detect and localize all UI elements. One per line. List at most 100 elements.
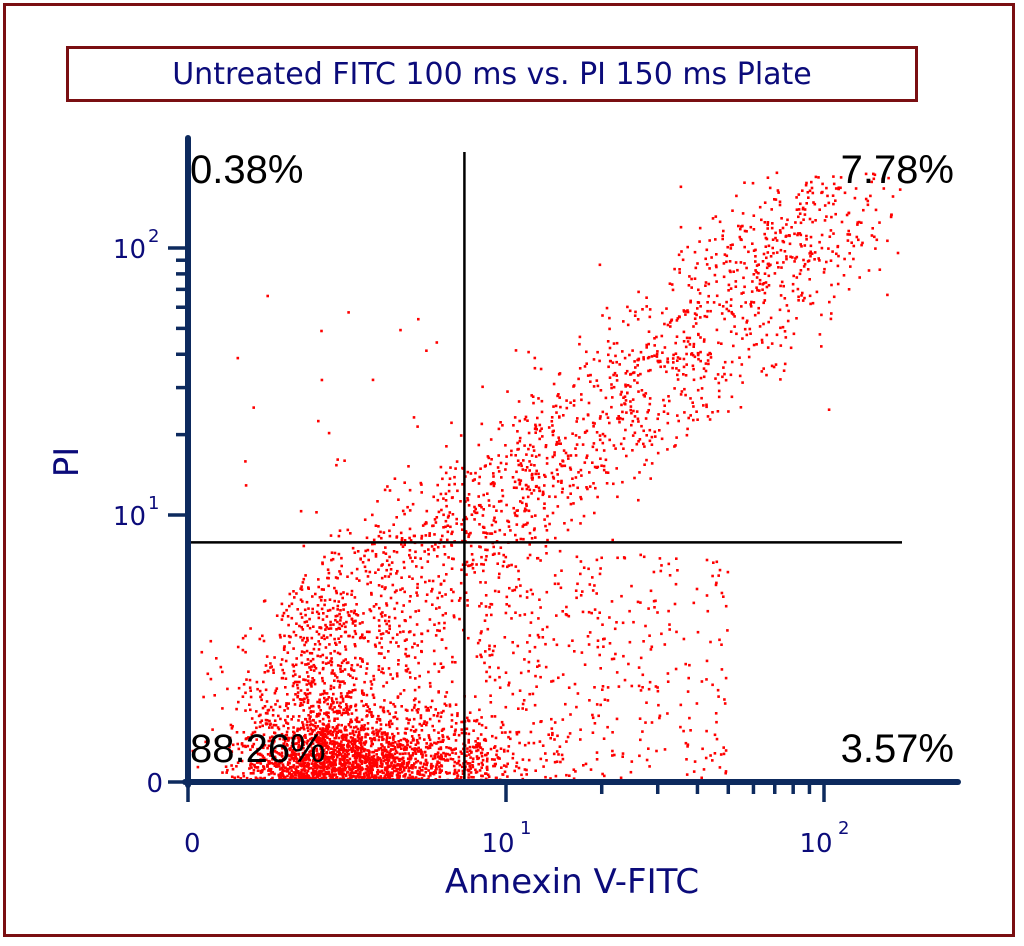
data-point [408, 488, 412, 492]
data-point [558, 396, 561, 399]
data-point [840, 220, 844, 224]
data-point [288, 758, 291, 761]
data-point [335, 591, 338, 595]
data-point [273, 656, 276, 659]
data-point [479, 631, 483, 635]
data-point [480, 766, 483, 769]
data-point [294, 693, 297, 696]
data-point [755, 276, 759, 279]
data-point [709, 754, 712, 757]
data-point [527, 758, 531, 762]
data-point [259, 713, 262, 717]
data-point [678, 271, 681, 274]
data-point [296, 758, 299, 761]
data-point [686, 743, 690, 746]
data-point [511, 752, 515, 756]
data-point [480, 630, 483, 633]
data-point [459, 581, 463, 585]
data-point [296, 694, 300, 698]
data-point [765, 285, 769, 289]
data-point [834, 212, 837, 216]
data-point [366, 722, 370, 725]
data-point [397, 763, 400, 767]
data-point [543, 502, 546, 505]
data-point [341, 596, 344, 600]
data-point [528, 460, 531, 463]
data-point [553, 451, 556, 454]
data-point [650, 462, 654, 465]
data-point [727, 289, 730, 292]
data-point [598, 572, 602, 576]
data-point [581, 590, 584, 593]
data-point [556, 394, 559, 398]
data-point [434, 753, 437, 756]
data-point [599, 415, 602, 418]
data-point [433, 741, 436, 745]
data-point [349, 736, 353, 739]
data-point [309, 715, 312, 718]
data-point [837, 186, 841, 189]
data-point [510, 449, 513, 453]
data-point [761, 288, 764, 291]
data-point [595, 379, 599, 382]
data-point [311, 742, 315, 745]
data-point [321, 653, 325, 657]
data-point [292, 734, 295, 737]
data-point [451, 655, 454, 659]
data-point [561, 757, 565, 761]
data-point [346, 575, 349, 578]
data-point [467, 535, 470, 539]
data-point [469, 472, 473, 475]
data-point [333, 586, 336, 590]
data-point [553, 738, 556, 741]
data-point [387, 575, 391, 578]
data-point [282, 738, 285, 741]
data-point [718, 766, 722, 769]
data-point [706, 353, 710, 357]
data-point [334, 773, 337, 776]
data-point [687, 676, 690, 680]
data-point [379, 705, 382, 709]
data-point [209, 639, 213, 643]
data-point [308, 666, 311, 669]
data-point [442, 526, 445, 529]
data-point [686, 340, 690, 343]
data-point [379, 632, 383, 636]
data-point [323, 555, 326, 559]
data-point [350, 618, 354, 621]
data-point [486, 768, 489, 771]
data-point [383, 746, 386, 749]
data-point [765, 237, 769, 241]
data-point [290, 616, 294, 620]
data-point [506, 565, 509, 569]
data-point [508, 604, 511, 608]
data-point [723, 253, 727, 256]
data-point [277, 714, 280, 718]
data-point [785, 255, 788, 258]
data-point [235, 765, 238, 768]
data-point [317, 640, 320, 643]
data-point [290, 774, 293, 778]
data-point [442, 709, 445, 713]
data-point [596, 495, 599, 499]
data-point [698, 292, 702, 295]
data-point [381, 735, 384, 739]
data-point [414, 766, 417, 769]
data-point [451, 660, 454, 664]
data-point [426, 706, 430, 710]
data-point [364, 767, 368, 771]
data-point [311, 704, 315, 708]
data-point [350, 668, 354, 672]
data-point [335, 643, 338, 646]
data-point [349, 696, 353, 699]
data-point [538, 598, 541, 601]
data-point [420, 543, 424, 547]
data-point [569, 468, 573, 471]
data-point [658, 557, 662, 560]
data-point [496, 756, 500, 759]
data-point [480, 562, 483, 566]
data-point [436, 760, 439, 763]
data-point [734, 261, 738, 264]
data-point [411, 560, 414, 563]
data-point [722, 275, 726, 279]
